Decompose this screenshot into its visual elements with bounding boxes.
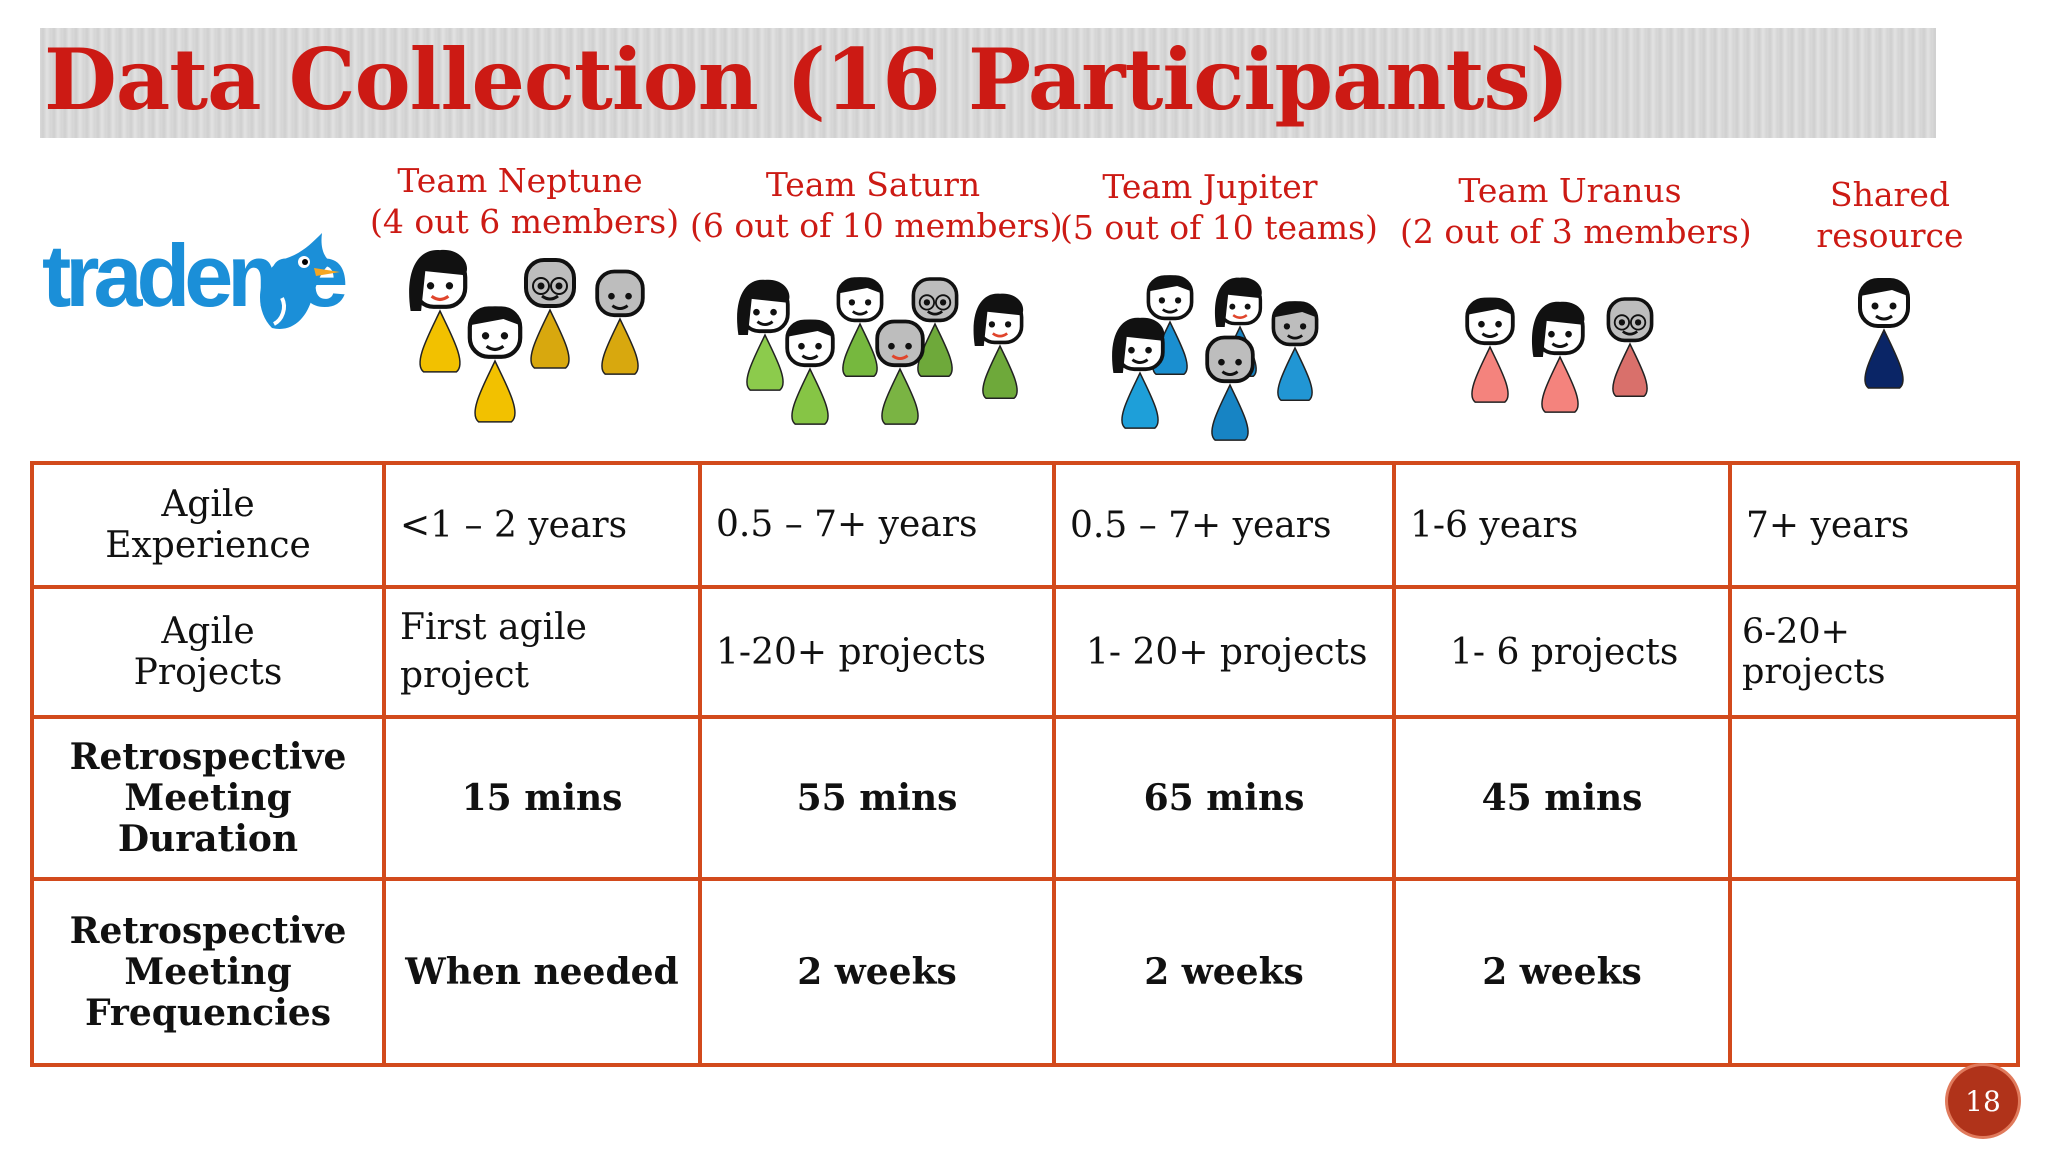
team-sub: (4 out 6 members) (370, 202, 680, 241)
team-neptune-heading: Team Neptune (4 out 6 members) (370, 160, 680, 242)
title-banner (40, 28, 1936, 138)
participants-table: Agile Experience <1 – 2 years 0.5 – 7+ ye… (30, 461, 2020, 1067)
table-cell: When needed (382, 877, 702, 1067)
team-name: Team Jupiter (1102, 167, 1318, 206)
table-cell: 0.5 – 7+ years (1052, 461, 1396, 589)
table-cell (1728, 715, 2020, 881)
table-cell: 15 mins (382, 715, 702, 881)
table-cell: <1 – 2 years (382, 461, 702, 589)
person-figure (785, 319, 835, 425)
row-label-agile-experience: Agile Experience (30, 461, 386, 589)
table-cell: 1- 20+ projects (1052, 585, 1396, 719)
table-cell: 1-20+ projects (698, 585, 1056, 719)
table-cell: 45 mins (1392, 715, 1732, 881)
table-cell: 0.5 – 7+ years (698, 461, 1056, 589)
person-figure (1606, 297, 1654, 397)
person-figure (595, 269, 645, 375)
table-cell: First agile project (382, 585, 702, 719)
person-figure (1858, 278, 1910, 389)
person-figure (737, 279, 790, 391)
shared-resource-heading: Shared resource (1800, 174, 1980, 256)
table-cell: 1- 6 projects (1392, 585, 1732, 719)
person-figure (911, 277, 959, 377)
table-cell: 1-6 years (1392, 461, 1732, 589)
person-figure (1532, 301, 1585, 413)
person-figure (875, 319, 925, 425)
person-figure (467, 306, 523, 423)
table-cell: 2 weeks (1392, 877, 1732, 1067)
team-name: Team Uranus (1458, 171, 1682, 210)
person-figure (1112, 317, 1165, 429)
table-row: Retrospective Meeting Frequencies When nee… (30, 877, 2020, 1067)
team-uranus-heading: Team Uranus (2 out of 3 members) (1400, 170, 1752, 252)
slide-title: Data Collection (16 Participants) (44, 30, 1569, 129)
table-row: Retrospective Meeting Duration 15 mins 55… (30, 715, 2020, 881)
kiwi-bird-icon (260, 233, 340, 329)
team-name: Shared (1830, 175, 1950, 214)
row-label-agile-projects: Agile Projects (30, 585, 386, 719)
table-cell: 6-20+ projects (1728, 585, 2020, 719)
person-figure (1271, 301, 1319, 401)
row-label-retrospective-duration: Retrospective Meeting Duration (30, 715, 386, 881)
person-figure (973, 293, 1024, 399)
team-jupiter-heading: Team Jupiter (5 out of 10 teams) (1060, 166, 1378, 248)
row-label-retrospective-frequencies: Retrospective Meeting Frequencies (30, 877, 386, 1067)
team-sub: (2 out of 3 members) (1400, 212, 1752, 251)
person-figure (1205, 335, 1255, 441)
page-number-badge: 18 (1948, 1066, 2018, 1136)
team-sub: (6 out of 10 members) (690, 206, 1063, 245)
team-name: Team Neptune (397, 161, 643, 200)
team-name: Team Saturn (765, 165, 981, 204)
team-saturn-heading: Team Saturn (6 out of 10 members) (690, 164, 1063, 246)
table-cell: 7+ years (1728, 461, 2020, 589)
table-cell: 55 mins (698, 715, 1056, 881)
person-figure (409, 249, 468, 373)
person-figure (1465, 297, 1515, 403)
table-row: Agile Experience <1 – 2 years 0.5 – 7+ ye… (30, 461, 2020, 589)
team-sub: resource (1816, 216, 1964, 255)
table-cell (1728, 877, 2020, 1067)
team-neptune-people-illustration (409, 249, 645, 423)
team-saturn-people-illustration (737, 277, 1024, 425)
table-cell: 65 mins (1052, 715, 1396, 881)
person-figure (836, 277, 884, 377)
team-jupiter-people-illustration (1112, 275, 1319, 441)
person-figure (524, 258, 576, 369)
team-uranus-people-illustration (1465, 297, 1654, 413)
table-cell: 2 weeks (1052, 877, 1396, 1067)
table-row: Agile Projects First agile project 1-20+ … (30, 585, 2020, 719)
table-cell: 2 weeks (698, 877, 1056, 1067)
team-sub: (5 out of 10 teams) (1060, 208, 1378, 247)
shared-resource-person-illustration (1858, 278, 1910, 389)
